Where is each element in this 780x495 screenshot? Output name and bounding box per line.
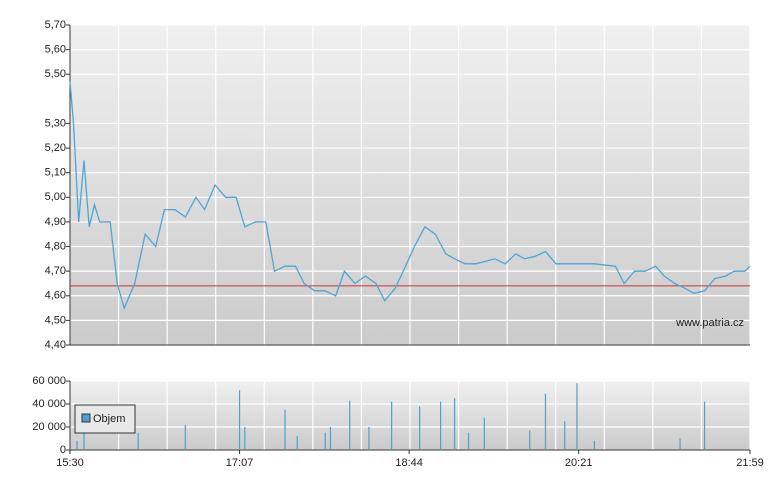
x-tick-label: 21:59 — [736, 457, 764, 469]
volume-bar — [324, 432, 326, 450]
y-tick-label: 5,00 — [45, 191, 66, 203]
y-tick-label: 5,50 — [45, 68, 66, 80]
y-tick-label: 20 000 — [32, 421, 66, 433]
x-tick-label: 17:07 — [226, 457, 254, 469]
y-tick-label: 5,60 — [45, 44, 66, 56]
volume-bar — [679, 438, 681, 450]
y-tick-label: 40 000 — [32, 398, 66, 410]
volume-bar — [244, 427, 246, 450]
volume-bar — [529, 430, 531, 450]
volume-bar — [576, 383, 578, 450]
y-tick-label: 0 — [60, 444, 66, 456]
volume-bar — [349, 400, 351, 450]
volume-bar — [564, 421, 566, 450]
y-tick-label: 4,40 — [45, 339, 66, 351]
price-line — [69, 81, 751, 311]
volume-bar — [284, 409, 286, 450]
y-tick-label: 4,70 — [45, 265, 66, 277]
volume-bar — [453, 398, 456, 450]
watermark: www.patria.cz — [675, 317, 744, 329]
y-tick-label: 5,70 — [45, 19, 66, 31]
y-tick-label: 5,30 — [45, 117, 66, 129]
y-tick-label: 60 000 — [32, 375, 66, 387]
volume-bar — [238, 390, 241, 450]
y-tick-label: 5,20 — [45, 142, 66, 154]
volume-bar — [467, 432, 470, 450]
y-tick-label: 4,60 — [45, 290, 66, 302]
volume-bar — [703, 401, 706, 450]
y-tick-label: 4,50 — [45, 314, 66, 326]
x-tick-label: 20:21 — [565, 457, 593, 469]
volume-bar — [544, 393, 547, 450]
x-tick-label: 15:30 — [56, 457, 84, 469]
volume-bar — [439, 401, 442, 450]
volume-bar — [76, 440, 78, 450]
volume-bar — [83, 427, 85, 450]
volume-bar — [296, 436, 298, 450]
volume-bar — [368, 427, 370, 450]
volume-bar — [483, 417, 485, 450]
volume-bar — [419, 406, 421, 450]
y-tick-label: 4,80 — [45, 240, 66, 252]
y-tick-label: 5,10 — [45, 167, 66, 179]
y-tick-label: 4,90 — [45, 216, 66, 228]
volume-bar — [593, 440, 596, 450]
volume-bar — [329, 427, 332, 450]
volume-bar — [137, 432, 139, 450]
volume-bar — [391, 401, 393, 450]
x-tick-label: 18:44 — [395, 457, 423, 469]
legend-label: Objem — [93, 413, 125, 425]
legend-swatch — [81, 413, 91, 423]
volume-bar — [184, 424, 186, 450]
